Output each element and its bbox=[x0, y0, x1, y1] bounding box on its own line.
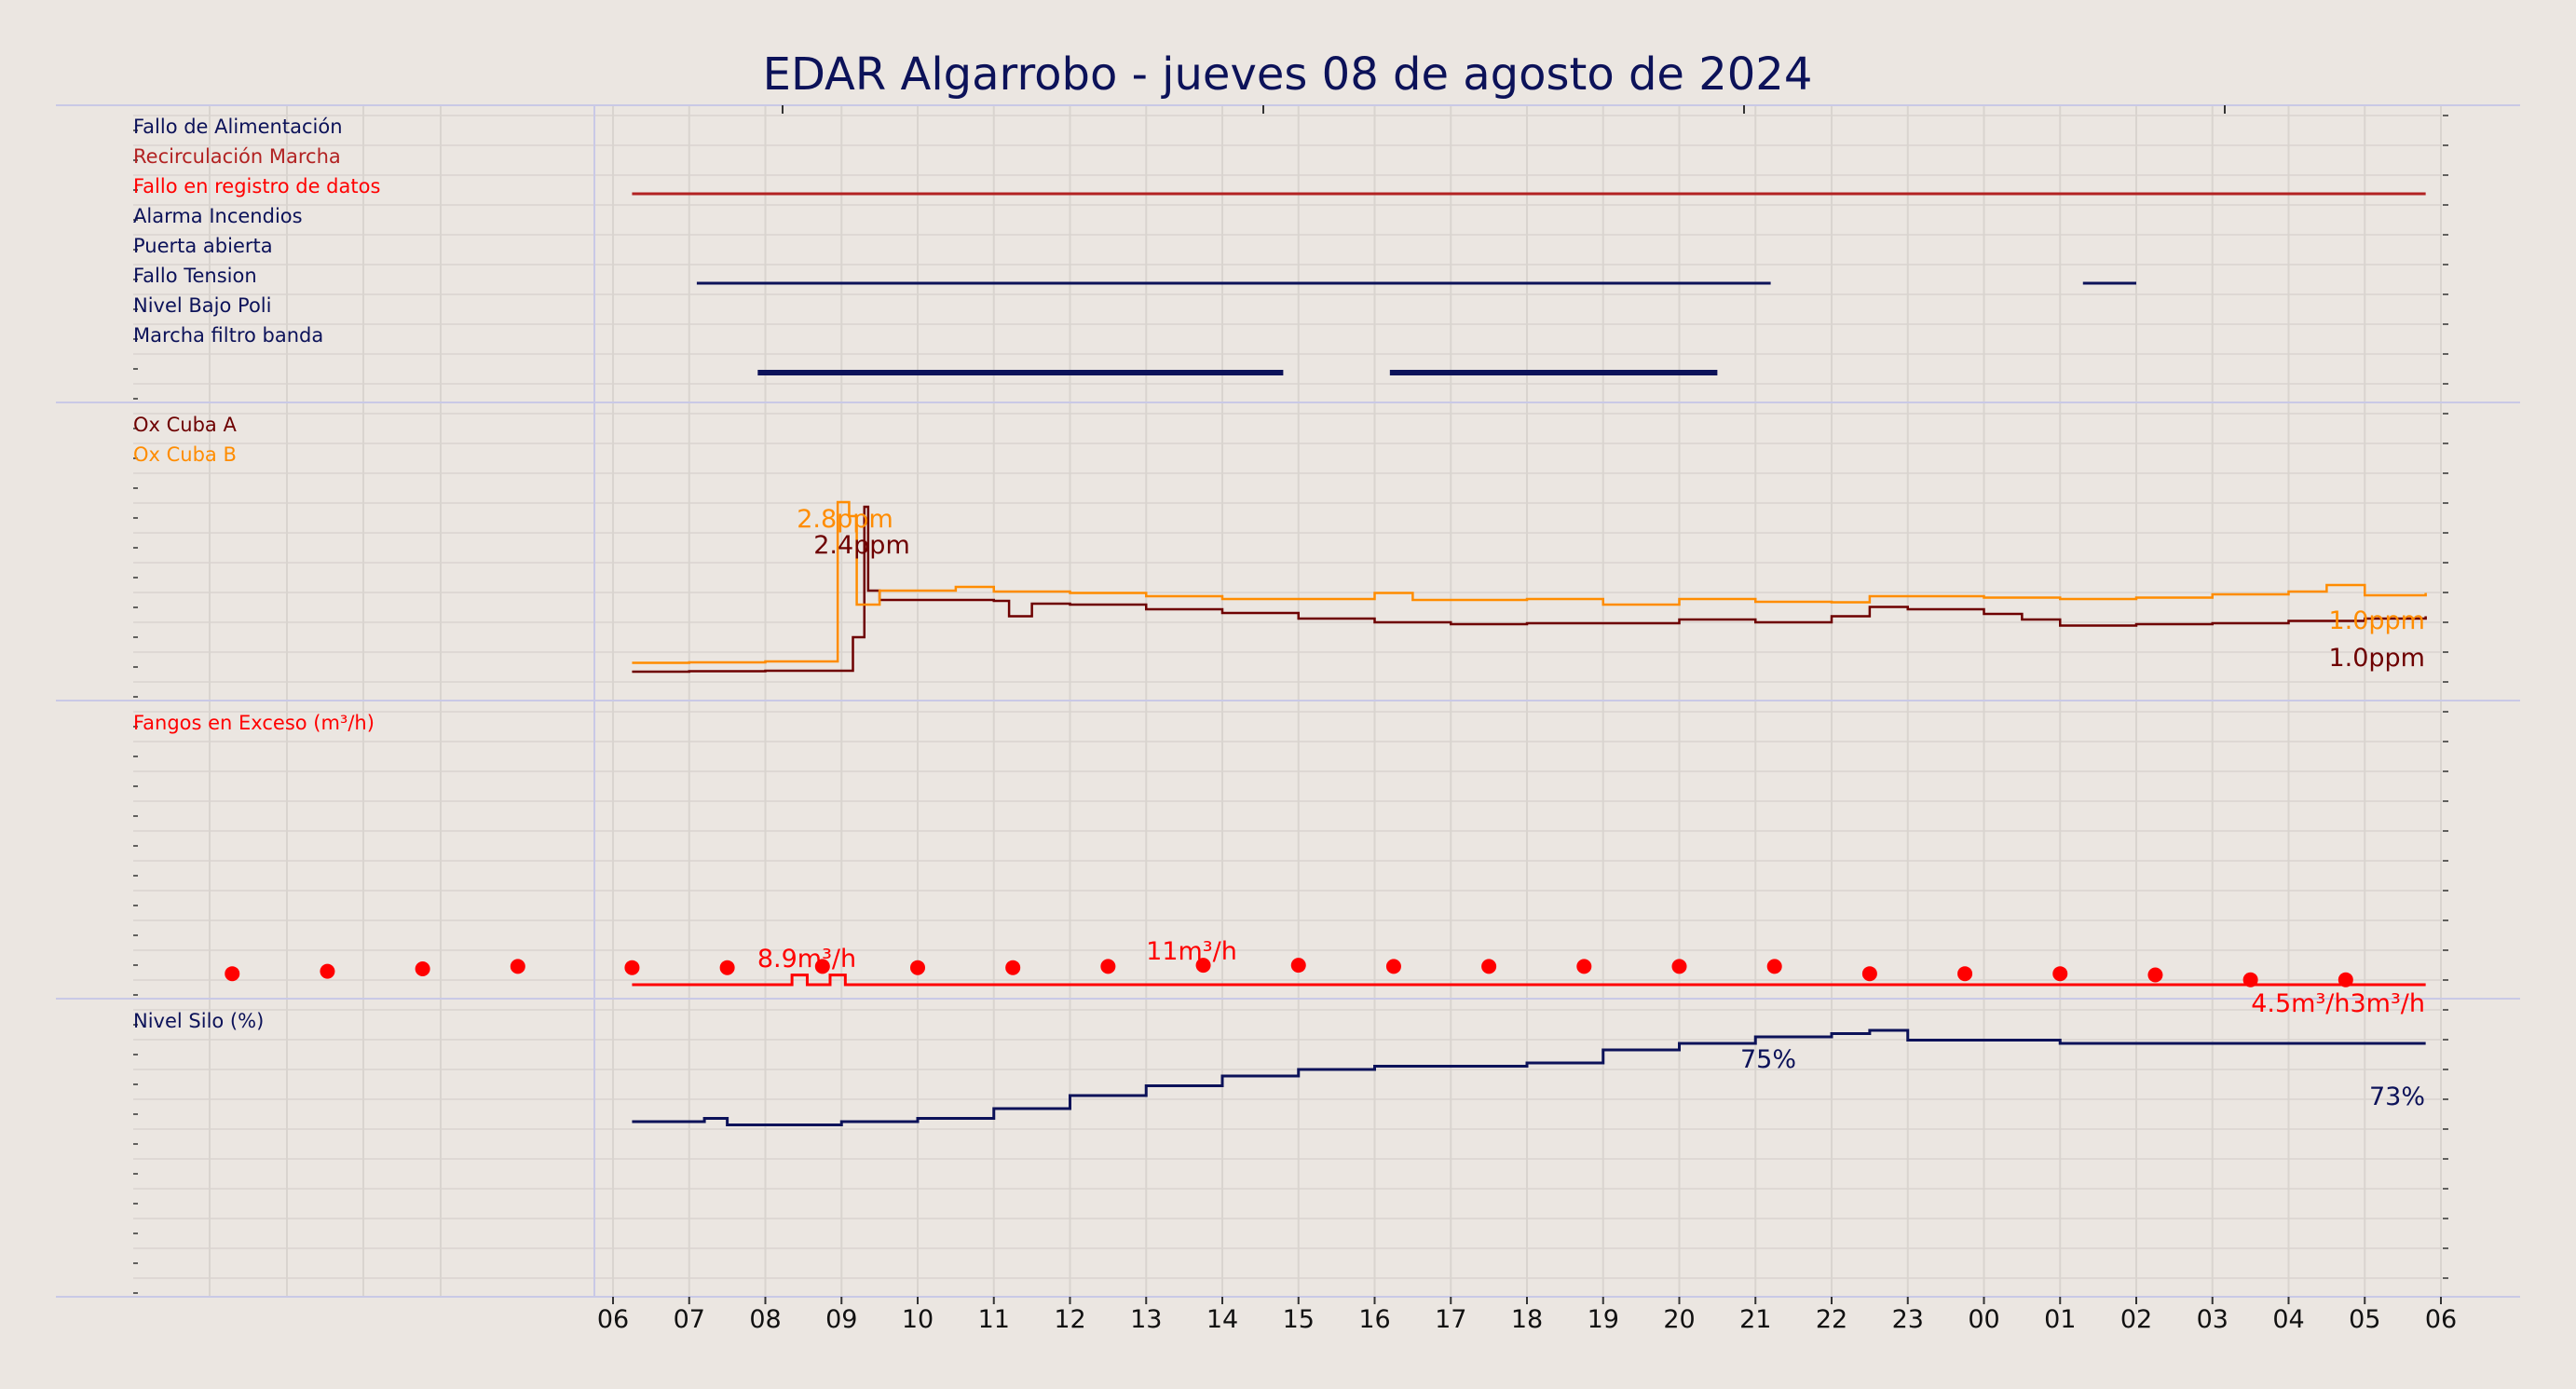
line-sludge bbox=[632, 974, 2426, 987]
sludge-dot bbox=[1671, 959, 1687, 974]
alarm-label: Fallo de Alimentación bbox=[133, 116, 343, 138]
sludge-dot bbox=[910, 960, 925, 975]
x-tick-label: 08 bbox=[749, 1305, 781, 1334]
value-label-sludge-end: 4.5m³/h3m³/h bbox=[2251, 989, 2425, 1018]
alarm-label: Marcha filtro banda bbox=[133, 324, 323, 347]
sludge-dot bbox=[1195, 958, 1211, 974]
x-tick-label: 22 bbox=[1816, 1305, 1847, 1334]
x-tick-label: 01 bbox=[2044, 1305, 2076, 1334]
series-label-ox-a: Ox Cuba A bbox=[133, 414, 237, 436]
x-tick-label: 02 bbox=[2120, 1305, 2152, 1334]
value-label-sludge-2: 11m³/h bbox=[1146, 937, 1237, 966]
x-axis: 06 07 08 09 10 11 12 13 14 15 16 17 18 19 20 21 22 23 00 01… bbox=[597, 1297, 2457, 1334]
sludge-dot bbox=[1100, 959, 1116, 974]
sludge-dot bbox=[2147, 967, 2163, 983]
end-label-ox-a: 1.0ppm bbox=[2328, 644, 2425, 673]
sludge-dot bbox=[2242, 972, 2258, 987]
peak-label-ox-a: 2.4ppm bbox=[813, 531, 910, 560]
panel-label-silo: Nivel Silo (%) bbox=[133, 1010, 264, 1032]
panel-label-sludge: Fangos en Exceso (m³/h) bbox=[133, 712, 375, 734]
x-tick-label: 15 bbox=[1283, 1305, 1315, 1334]
sludge-dot bbox=[1385, 959, 1401, 974]
x-tick-label: 12 bbox=[1054, 1305, 1085, 1334]
x-tick-label: 21 bbox=[1739, 1305, 1771, 1334]
x-tick-label: 05 bbox=[2349, 1305, 2380, 1334]
line-ox-cuba-b bbox=[632, 500, 2427, 664]
value-label-sludge-1: 8.9m³/h bbox=[757, 945, 856, 974]
x-tick-label: 10 bbox=[902, 1305, 934, 1334]
chart-title: EDAR Algarrobo - jueves 08 de agosto de … bbox=[763, 48, 1813, 101]
alarm-label: Nivel Bajo Poli bbox=[133, 294, 271, 317]
sludge-dot bbox=[1766, 959, 1782, 974]
x-tick-label: 14 bbox=[1206, 1305, 1238, 1334]
x-tick-label: 03 bbox=[2197, 1305, 2228, 1334]
line-silo-level bbox=[632, 1028, 2426, 1126]
alarms-panel: Fallo de Alimentación Recirculación March… bbox=[133, 116, 2426, 375]
sludge-dot bbox=[719, 960, 735, 975]
x-tick-label: 06 bbox=[2425, 1305, 2457, 1334]
x-tick-label: 18 bbox=[1511, 1305, 1543, 1334]
x-tick-label: 19 bbox=[1588, 1305, 1619, 1334]
sludge-dot bbox=[2337, 972, 2353, 987]
sludge-dot bbox=[1290, 958, 1306, 974]
x-tick-label: 04 bbox=[2272, 1305, 2304, 1334]
sludge-dot bbox=[1005, 960, 1021, 975]
x-tick-label: 00 bbox=[1968, 1305, 1999, 1334]
sludge-dot bbox=[814, 959, 830, 974]
sludge-dot bbox=[1957, 966, 1973, 982]
end-label-ox-b: 1.0ppm bbox=[2328, 606, 2425, 635]
x-tick-label: 23 bbox=[1892, 1305, 1924, 1334]
sludge-panel: Fangos en Exceso (m³/h) 8.9m³/h 11m³/h 4.5m… bbox=[133, 712, 2426, 1018]
sludge-dot bbox=[225, 966, 240, 982]
peak-label-ox-b: 2.8ppm bbox=[797, 505, 893, 534]
sludge-dot bbox=[415, 961, 430, 976]
sludge-dot bbox=[1861, 966, 1877, 982]
series-label-ox-b: Ox Cuba B bbox=[133, 443, 237, 466]
line-ox-cuba-a bbox=[632, 505, 2427, 674]
end-label-silo: 73% bbox=[2369, 1083, 2425, 1111]
silo-panel: Nivel Silo (%) 75% 73% bbox=[133, 1010, 2426, 1126]
peak-label-silo: 75% bbox=[1740, 1045, 1796, 1074]
x-tick-label: 16 bbox=[1358, 1305, 1390, 1334]
sludge-dot bbox=[624, 960, 640, 975]
x-tick-label: 13 bbox=[1130, 1305, 1162, 1334]
alarm-label: Puerta abierta bbox=[133, 235, 273, 257]
sludge-dot bbox=[1576, 959, 1592, 974]
x-tick-label: 20 bbox=[1663, 1305, 1695, 1334]
sludge-dot bbox=[320, 963, 335, 979]
alarm-label: Alarma Incendios bbox=[133, 205, 303, 227]
sludge-dot bbox=[1481, 959, 1497, 974]
alarm-label: Recirculación Marcha bbox=[133, 145, 341, 168]
x-tick-label: 09 bbox=[825, 1305, 857, 1334]
x-tick-label: 11 bbox=[978, 1305, 1010, 1334]
alarm-label: Fallo en registro de datos bbox=[133, 175, 380, 197]
x-tick-label: 07 bbox=[674, 1305, 705, 1334]
x-tick-label: 17 bbox=[1435, 1305, 1466, 1334]
sludge-dot bbox=[2052, 966, 2068, 982]
panel-separators bbox=[56, 104, 2520, 1298]
sludge-dot bbox=[510, 959, 525, 974]
x-tick-label: 06 bbox=[597, 1305, 629, 1334]
alarm-label: Fallo Tension bbox=[133, 265, 257, 287]
